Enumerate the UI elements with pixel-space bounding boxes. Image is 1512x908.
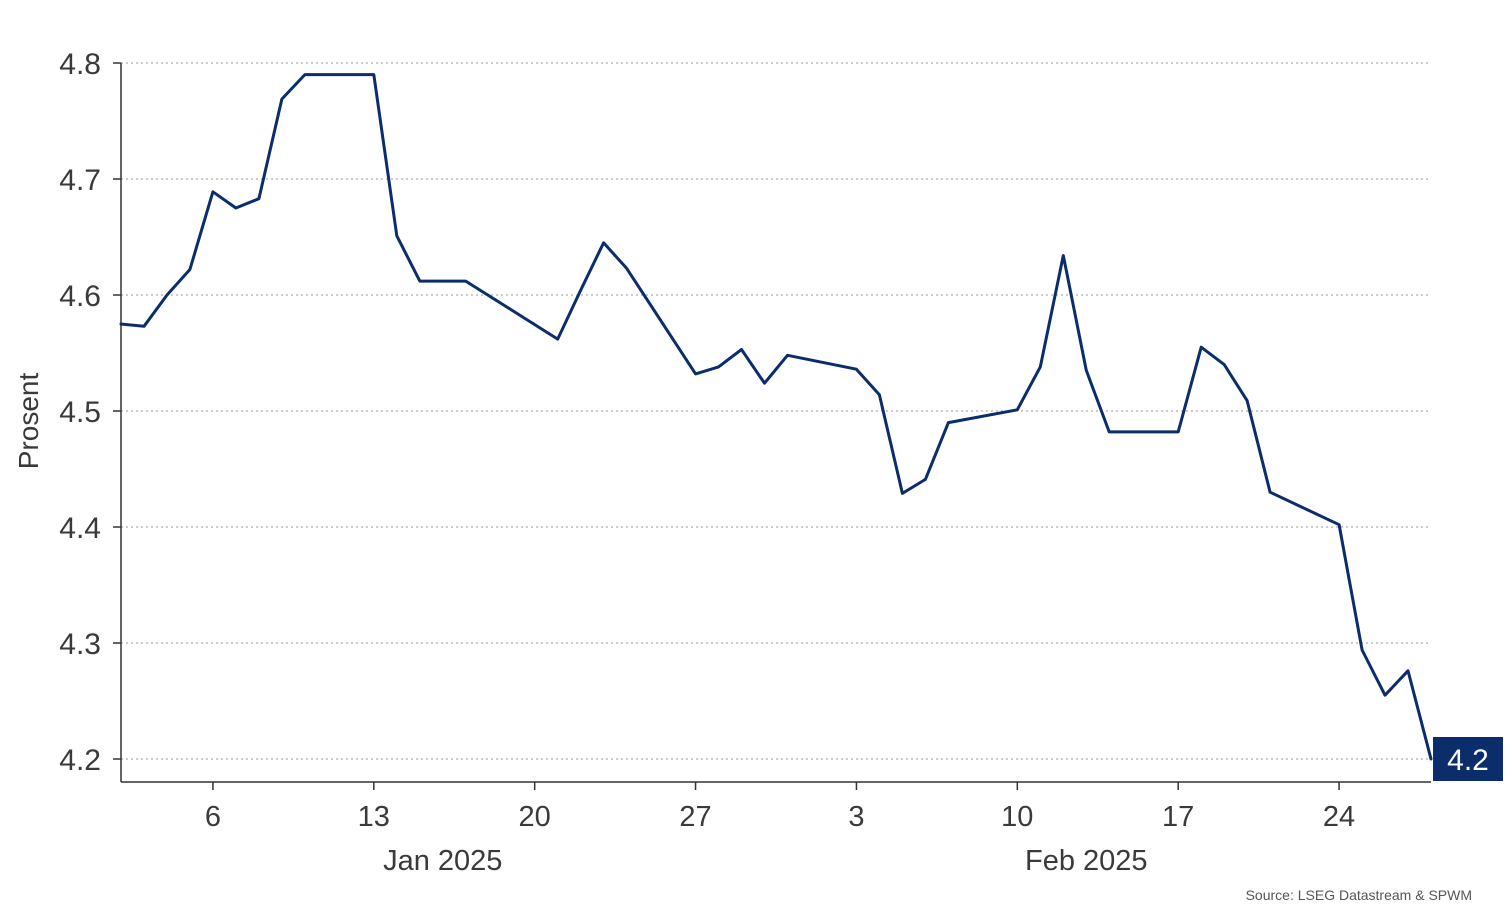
series-layer: [119, 73, 1433, 761]
y-tick-label: 4.8: [59, 48, 101, 81]
x-tick-label: 10: [1001, 801, 1033, 833]
x-tick-label: 3: [848, 801, 864, 833]
x-month-label: Jan 2025: [383, 845, 502, 877]
x-tick-label: 24: [1323, 801, 1355, 833]
y-axis-label: Prosent: [13, 373, 44, 470]
x-axis-ticks: 6 13 20 27 3 10 17 24 Jan 2025 Feb 2025: [205, 782, 1355, 877]
y-tick-label: 4.7: [59, 164, 101, 197]
y-tick-label: 4.5: [59, 396, 101, 429]
last-value-label: 4.2: [1447, 744, 1489, 777]
x-tick-label: 27: [679, 801, 711, 833]
y-tick-label: 4.4: [59, 512, 101, 545]
x-tick-label: 20: [519, 801, 551, 833]
y-tick-label: 4.6: [59, 280, 101, 313]
x-month-label: Feb 2025: [1025, 845, 1148, 877]
series-line: [119, 73, 1433, 761]
y-tick-label: 4.3: [59, 628, 101, 661]
y-tick-label: 4.2: [59, 744, 101, 777]
source-note: Source: LSEG Datastream & SPWM: [1246, 887, 1472, 903]
grid-lines: [121, 62, 1431, 760]
x-tick-label: 13: [358, 801, 390, 833]
x-tick-label: 17: [1162, 801, 1194, 833]
last-value-badge: 4.2: [1433, 737, 1503, 781]
x-tick-label: 6: [205, 801, 221, 833]
y-axis-ticks: 4.2 4.3 4.4 4.5 4.6 4.7 4.8: [59, 48, 121, 777]
last-value-badge-box: [1433, 737, 1503, 781]
